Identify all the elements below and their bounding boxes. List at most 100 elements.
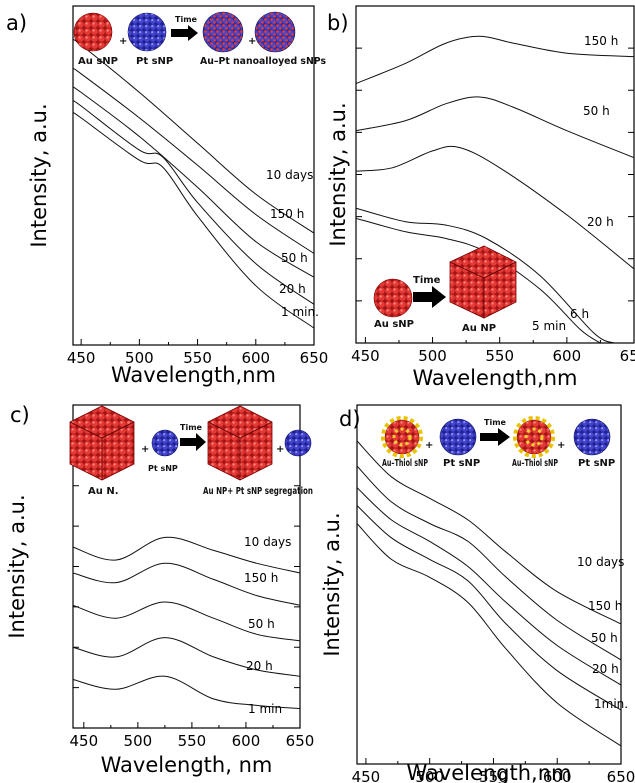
au-thiol-snp-particle [381, 416, 423, 458]
arrow-icon [413, 286, 446, 308]
x-tick-label: 550 [479, 768, 508, 783]
plus-symbol: + [425, 440, 433, 451]
segregation-label: Au NP+ Pt sNP segregation [203, 486, 313, 497]
au-snp-particle [373, 278, 413, 318]
pt-snp-particle [151, 429, 179, 457]
panel-c-schematic: + Time + Au N. Pt sNP Au NP+ Pt sNP segr… [69, 405, 313, 497]
x-tick-label: 550 [485, 347, 514, 365]
plus-symbol: + [276, 444, 284, 455]
panel-letter: b) [327, 11, 349, 35]
plot-layer: 450 500 550 600 650 Wavelength,nm Intensity, a… [5, 5, 635, 783]
series-line-20-h [356, 145, 634, 270]
arrow-icon [171, 25, 198, 41]
time-label: Time [180, 423, 203, 432]
series-line-50-h [73, 86, 314, 278]
au-snp-particle [73, 12, 113, 52]
series-label: 50 h [281, 251, 308, 265]
series-line-20-h [73, 637, 300, 677]
series-line-10-days [357, 440, 621, 625]
panel-d-schematic: + Time + Au–Thiol sNP Pt sNP Au–Thiol sN… [381, 416, 615, 469]
series-line-50-h [73, 601, 300, 642]
x-tick-label: 600 [232, 732, 261, 750]
x-axis-title: Wavelength,nm [111, 363, 276, 387]
x-axis-title: Wavelength,nm [406, 761, 571, 783]
x-tick-label: 550 [183, 349, 212, 367]
series-label: 20 h [592, 662, 619, 676]
series-label: 1min. [594, 697, 628, 711]
pt-snp-particle [573, 418, 611, 456]
series-line-20-h [73, 100, 314, 305]
pt-snp-particle [127, 12, 167, 52]
panel-letter: a) [6, 11, 27, 35]
series-label: 150 h [244, 571, 278, 585]
pt-snp-label: Pt sNP [578, 458, 615, 469]
au-thiol-snp-label: Au–Thiol sNP [382, 458, 428, 469]
x-tick-label: 550 [178, 732, 207, 750]
series-line-150-h [357, 465, 621, 661]
au-pt-nanoalloy-particle [254, 11, 296, 53]
series-line-50-h [357, 487, 621, 686]
series-line-1-min [73, 675, 300, 710]
panel-b-schematic: Time Au sNP Au NP [373, 245, 517, 334]
series-line-10-days [73, 536, 300, 574]
au-pt-nanoalloy-particle [202, 11, 244, 53]
pt-snp-label: Pt sNP [443, 458, 480, 469]
series-line-6-h [356, 207, 615, 343]
plot-frame [72, 5, 315, 346]
panel-d: 450 500 550 600 650 Wavelength,nm Intensity, a… [320, 404, 635, 783]
series-line-1min- [357, 523, 621, 747]
panel-letter: c) [10, 403, 30, 427]
x-tick-label: 650 [607, 768, 635, 783]
series-line-10-days [73, 38, 314, 234]
panel-a: 450 500 550 600 650 Wavelength,nm Intensity, a… [6, 5, 329, 387]
series-label: 1 min. [281, 305, 319, 319]
series-line-150-h [73, 562, 300, 606]
x-tick-label: 650 [620, 347, 635, 365]
plot-frame [356, 404, 622, 765]
x-tick-label: 450 [352, 768, 381, 783]
au-np-cluster [69, 405, 135, 481]
x-tick-label: 500 [124, 732, 153, 750]
series-label: 50 h [248, 617, 275, 631]
series-label: 150 h [588, 599, 622, 613]
pt-snp-label: Pt sNP [148, 464, 178, 473]
x-tick-label: 500 [415, 768, 444, 783]
panel-c: 450 500 550 600 650 Wavelength, nm Intensity, … [5, 403, 314, 777]
au-snp-label: Au sNP [374, 319, 414, 330]
arrow-icon [180, 433, 206, 451]
pt-snp-particle [284, 429, 312, 457]
series-label: 20 h [279, 282, 306, 296]
x-tick-label: 450 [67, 349, 96, 367]
series-line-150-h [73, 68, 314, 254]
x-axis-title: Wavelength, nm [101, 753, 273, 777]
series-label: 1 min [248, 702, 282, 716]
series-label: 20 h [246, 659, 273, 673]
x-tick-label: 500 [125, 349, 154, 367]
pt-snp-label: Pt sNP [136, 56, 173, 67]
x-tick-label: 450 [69, 732, 98, 750]
pt-snp-particle [439, 418, 477, 456]
au-thiol-snp-particle [513, 416, 555, 458]
plus-symbol: + [248, 36, 256, 47]
plus-symbol: + [141, 444, 149, 455]
series-label: 10 days [244, 535, 291, 549]
series-label: 150 h [584, 34, 618, 48]
x-tick-label: 650 [286, 732, 315, 750]
au-np-cluster [449, 245, 517, 319]
series-line-150-h [356, 35, 634, 84]
time-label: Time [484, 418, 507, 427]
time-label: Time [175, 15, 198, 24]
x-tick-label: 600 [543, 768, 572, 783]
time-label: Time [413, 275, 441, 286]
x-axis-title: Wavelength,nm [412, 366, 577, 390]
series-label: 6 h [570, 307, 589, 321]
series-label: 20 h [587, 215, 614, 229]
x-tick-label: 600 [553, 347, 582, 365]
x-tick-label: 600 [241, 349, 270, 367]
x-tick-label: 650 [300, 349, 329, 367]
series-line-1-min- [73, 112, 314, 329]
nanoalloy-label: Au–Pt nanoalloyed sNPs [200, 56, 326, 67]
series-label: 5 min [532, 319, 566, 333]
series-label: 50 h [583, 104, 610, 118]
